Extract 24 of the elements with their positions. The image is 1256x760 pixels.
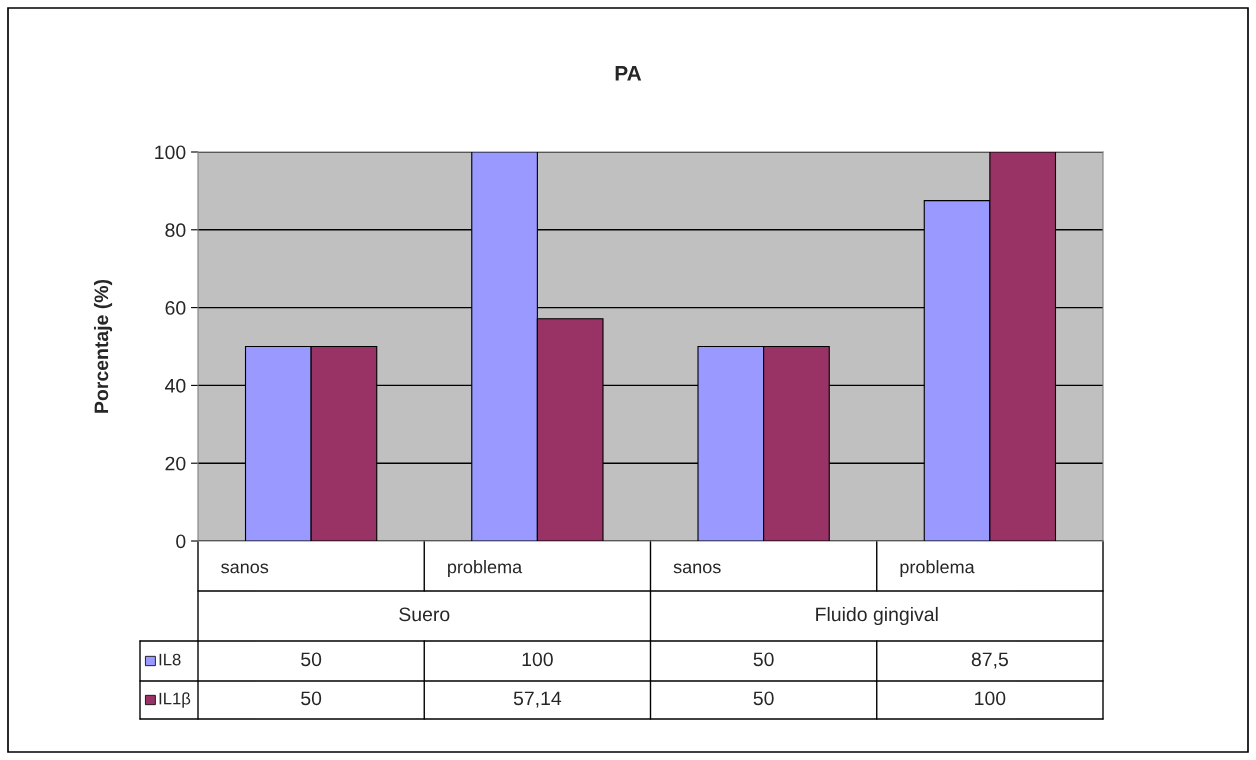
data-label: 50: [301, 691, 322, 706]
x-tick-label: problema: [448, 560, 523, 577]
y-axis-title: Porcentaje (%): [93, 279, 113, 413]
text: Suero: [399, 607, 450, 622]
y-tick-label: 60: [165, 301, 186, 315]
legend-label: IL1β: [159, 692, 191, 708]
legend-label: IL8: [159, 653, 181, 666]
y-tick-label: 80: [165, 223, 186, 238]
x-tick-label: sanos: [673, 563, 721, 574]
data-label: 100: [975, 691, 1006, 706]
y-tick-label: 40: [165, 378, 186, 393]
text: Fluido gingival: [816, 606, 938, 626]
y-tick-label: 0: [176, 534, 186, 549]
data-label: 87,5: [971, 652, 1008, 669]
data-label: 57,14: [513, 691, 562, 708]
y-tick-label: 20: [165, 456, 186, 471]
data-label: 50: [753, 691, 774, 706]
data-label: 50: [753, 652, 774, 667]
x-tick-label: sanos: [221, 563, 269, 574]
y-tick-label: 100: [155, 145, 186, 160]
x-tick-label: problema: [900, 560, 975, 577]
chart-title: PA: [615, 66, 642, 81]
data-label: 100: [522, 652, 553, 667]
data-label: 50: [301, 652, 322, 667]
